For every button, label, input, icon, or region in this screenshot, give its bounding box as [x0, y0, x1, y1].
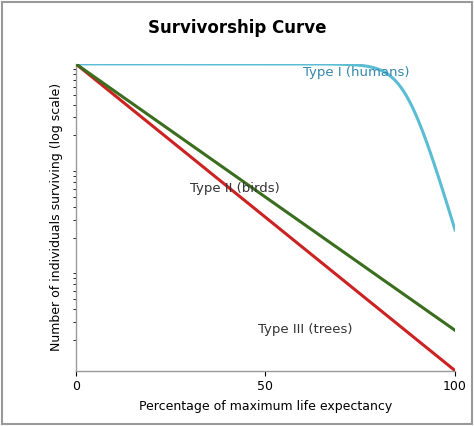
Text: Type II (birds): Type II (birds) — [190, 182, 279, 196]
X-axis label: Percentage of maximum life expectancy: Percentage of maximum life expectancy — [139, 400, 392, 413]
Text: Type I (humans): Type I (humans) — [303, 66, 410, 79]
Text: Type III (trees): Type III (trees) — [258, 323, 352, 337]
Y-axis label: Number of individuals surviving (log scale): Number of individuals surviving (log sca… — [50, 83, 63, 351]
Text: Survivorship Curve: Survivorship Curve — [148, 19, 326, 37]
